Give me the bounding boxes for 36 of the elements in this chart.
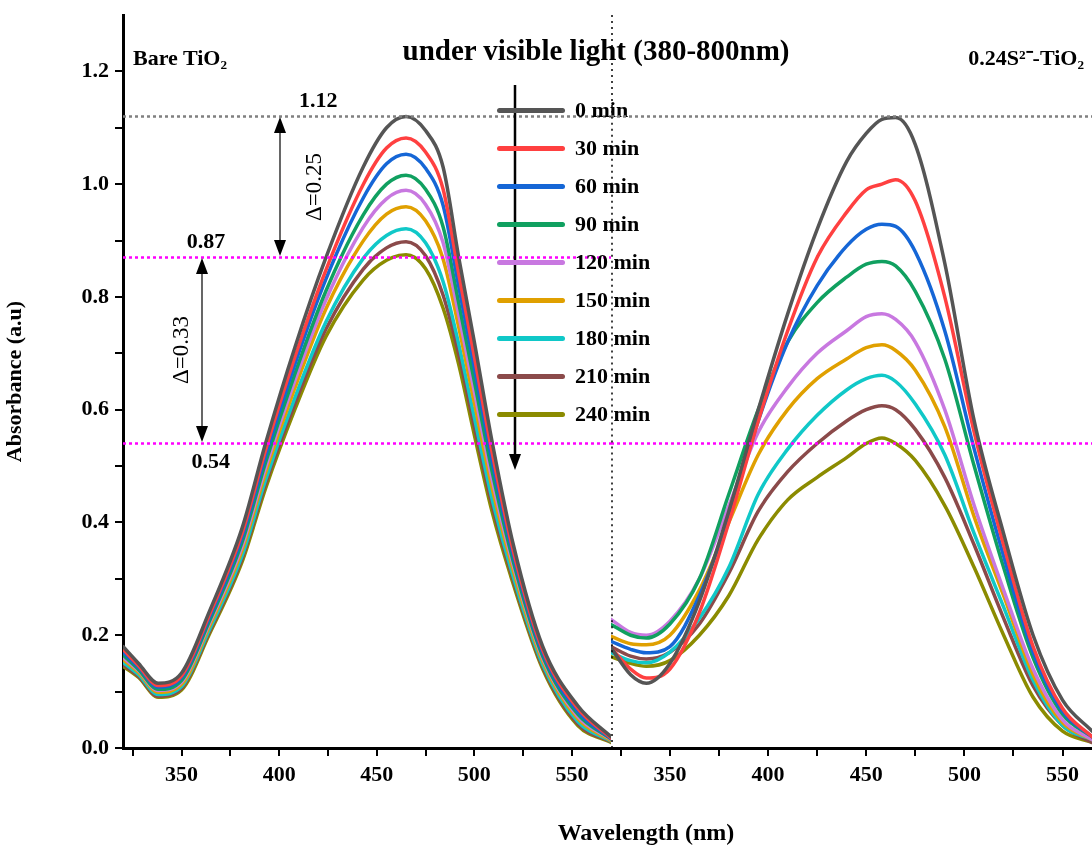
legend-label: 210 min: [575, 363, 651, 389]
y-tick-label: 0.6: [81, 395, 109, 421]
legend-label: 180 min: [575, 325, 651, 351]
legend-label: 120 min: [575, 249, 651, 275]
legend-label: 30 min: [575, 135, 640, 161]
x-tick-label: 400: [262, 760, 296, 786]
x-tick-label: 400: [751, 760, 785, 786]
y-tick-label: 1.2: [81, 57, 109, 83]
y-tick-label: 0.2: [81, 620, 109, 646]
annotation: Bare TiO₂: [133, 45, 228, 70]
x-tick-label: 550: [555, 760, 589, 786]
annotation: Δ=0.33: [167, 316, 193, 385]
x-tick-label: 350: [165, 760, 199, 786]
ref-line-label: 0.87: [186, 228, 226, 254]
legend-label: 60 min: [575, 173, 640, 199]
x-axis-title: Wavelength (nm): [556, 819, 736, 845]
text: under visible light (380-800nm): [402, 34, 790, 66]
ref-line-label: 0.54: [191, 448, 231, 474]
x-tick-label: 550: [1046, 760, 1080, 786]
legend-label: 150 min: [575, 287, 651, 313]
y-tick-label: 0.8: [81, 282, 109, 308]
y-tick-label: 0.4: [81, 508, 109, 534]
annotation: 0.24S²⁻-TiO₂: [968, 45, 1084, 70]
annotation: Δ=0.25: [300, 152, 326, 221]
ref-line-label: 1.12: [298, 87, 338, 113]
y-tick-label: 0.0: [81, 733, 109, 759]
legend-label: 0 min: [575, 97, 629, 123]
y-axis-title: Absorbance (a.u): [0, 300, 26, 463]
x-tick-label: 450: [360, 760, 394, 786]
legend-label: 90 min: [575, 211, 640, 237]
y-tick-label: 1.0: [81, 169, 109, 195]
legend-label: 240 min: [575, 401, 651, 427]
x-tick-label: 500: [457, 760, 491, 786]
x-tick-label: 350: [653, 760, 687, 786]
x-tick-label: 500: [947, 760, 981, 786]
x-tick-label: 450: [849, 760, 883, 786]
